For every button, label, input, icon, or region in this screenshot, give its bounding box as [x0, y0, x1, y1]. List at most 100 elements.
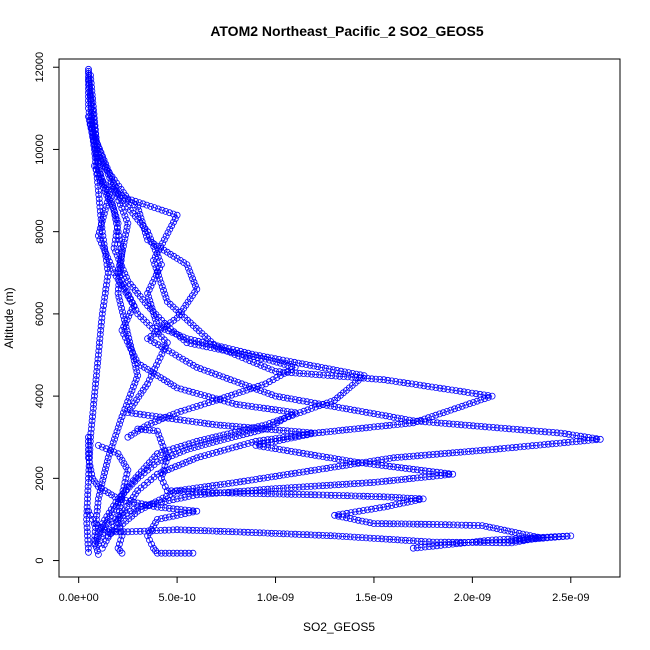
data-point — [118, 456, 126, 464]
data-point — [110, 502, 117, 510]
data-point — [339, 492, 347, 500]
data-point — [581, 433, 588, 441]
data-point — [102, 202, 110, 210]
data-point — [114, 269, 122, 277]
data-point — [177, 549, 185, 557]
data-point — [264, 364, 272, 372]
data-point — [84, 544, 92, 552]
data-point — [311, 429, 319, 437]
data-point — [358, 534, 366, 541]
data-point — [144, 411, 152, 419]
data-point — [378, 422, 386, 430]
data-point — [199, 342, 207, 350]
data-point — [123, 337, 131, 345]
data-point — [151, 260, 159, 268]
data-point — [339, 510, 347, 518]
data-point — [193, 363, 201, 371]
data-point — [445, 541, 453, 548]
data-point — [205, 439, 213, 447]
data-point — [216, 447, 224, 455]
data-point — [91, 520, 98, 527]
data-point — [584, 436, 592, 444]
data-point — [112, 528, 120, 536]
data-point — [268, 490, 276, 498]
data-point — [213, 395, 220, 403]
data-point — [260, 388, 268, 396]
data-point — [370, 423, 378, 431]
data-point — [113, 251, 121, 259]
data-point — [89, 413, 96, 421]
data-point — [335, 481, 342, 489]
data-point — [394, 414, 402, 422]
data-point — [303, 531, 311, 539]
data-point — [405, 465, 413, 473]
data-point — [128, 298, 136, 306]
data-point — [112, 236, 119, 244]
y-tick-label: 2000 — [34, 466, 46, 490]
data-point — [307, 531, 315, 539]
data-point — [315, 491, 323, 499]
data-point — [437, 521, 445, 528]
data-point — [116, 297, 124, 305]
data-point — [557, 429, 565, 437]
data-point — [358, 459, 366, 467]
data-point — [228, 444, 236, 452]
data-point — [462, 401, 470, 409]
data-point — [228, 528, 236, 536]
data-point — [345, 369, 353, 377]
data-point — [394, 520, 402, 528]
data-point — [169, 210, 177, 218]
data-point — [545, 428, 553, 436]
data-point — [85, 113, 92, 120]
data-point — [299, 432, 307, 440]
data-point — [234, 349, 242, 357]
data-point — [236, 401, 244, 409]
data-point — [118, 413, 126, 421]
data-point — [220, 431, 228, 439]
data-point — [190, 444, 198, 451]
data-point — [236, 489, 244, 497]
data-point — [536, 441, 544, 449]
data-point — [433, 538, 441, 546]
data-point — [117, 301, 125, 308]
data-point — [144, 289, 152, 297]
data-point — [262, 355, 270, 363]
data-point — [224, 480, 232, 487]
data-point — [248, 424, 256, 432]
data-point — [342, 514, 350, 522]
data-point — [287, 490, 295, 498]
data-point — [354, 479, 362, 487]
data-point — [87, 72, 94, 79]
data-point — [150, 240, 158, 248]
data-point — [473, 397, 481, 405]
data-point — [98, 520, 106, 527]
data-point — [260, 486, 268, 493]
data-point — [117, 536, 125, 544]
data-point — [441, 538, 449, 546]
data-point — [197, 453, 205, 461]
data-point — [153, 503, 161, 511]
data-point — [239, 431, 247, 439]
data-point — [120, 242, 127, 250]
data-point — [409, 544, 417, 552]
data-point — [401, 475, 409, 483]
data-point — [120, 483, 128, 491]
data-point — [439, 409, 447, 417]
data-point — [161, 290, 169, 298]
data-point — [376, 493, 384, 501]
data-point — [304, 406, 312, 414]
data-point — [223, 430, 231, 438]
data-point — [256, 490, 264, 498]
data-point — [392, 493, 400, 501]
data-point — [299, 449, 307, 457]
data-point — [420, 382, 428, 390]
data-point — [283, 470, 291, 478]
data-point — [97, 221, 105, 229]
data-point — [134, 503, 142, 511]
data-point — [474, 522, 482, 529]
data-point — [213, 448, 220, 456]
data-point — [492, 445, 500, 453]
data-point — [445, 538, 453, 546]
data-point — [280, 370, 288, 377]
data-point — [283, 490, 291, 498]
